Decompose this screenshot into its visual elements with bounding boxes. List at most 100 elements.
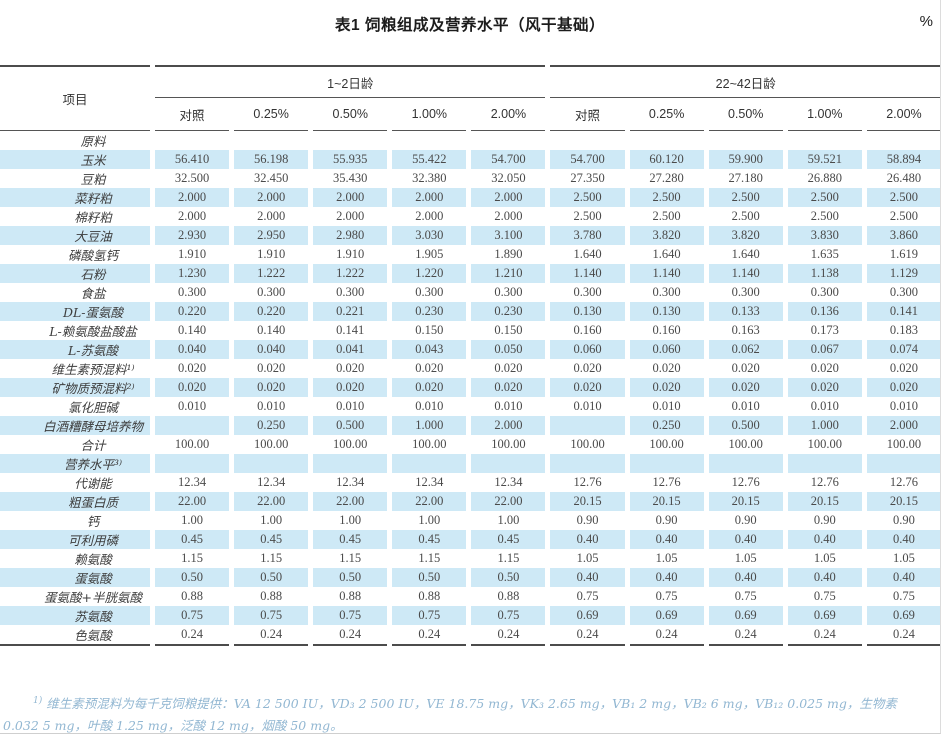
cell-value: 0.24 [392, 625, 467, 646]
page-title: 表1 饲粮组成及营养水平（风干基础） [335, 17, 605, 34]
cell-value: 0.24 [313, 625, 388, 646]
cell-value: 0.220 [234, 302, 309, 321]
column-header: 对照 [155, 98, 230, 131]
cell-value: 1.15 [497, 551, 520, 565]
cell-value: 59.900 [708, 150, 783, 169]
cell-value: 1.129 [866, 264, 940, 283]
cell-value [155, 416, 230, 435]
table-caption-bar: 表1 饲粮组成及营养水平（风干基础） % [0, 0, 940, 35]
cell-value: 56.410 [155, 150, 230, 169]
cell-value: 0.230 [392, 302, 467, 321]
cell-value: 2.000 [155, 188, 230, 207]
row-label: 棉籽粕 [74, 210, 112, 225]
cell-value: 12.76 [889, 475, 918, 489]
section-row: 营养水平³⁾ [0, 454, 940, 473]
cell-value: 0.50 [392, 568, 467, 587]
cell-value: 3.860 [866, 226, 940, 245]
cell-value: 3.830 [787, 226, 862, 245]
cell-value [709, 131, 783, 150]
cell-value: 1.910 [177, 247, 207, 261]
cell-value: 2.000 [336, 209, 365, 223]
cell-value [629, 454, 704, 473]
cell-value: 20.15 [550, 492, 625, 511]
cell-value: 0.010 [415, 399, 444, 413]
row-label: 白酒糟酵母培养物 [0, 416, 150, 435]
cell-value: 12.34 [415, 475, 444, 489]
cell-value: 0.020 [708, 378, 783, 397]
cell-value: 0.040 [155, 340, 230, 359]
cell-value: 1.140 [550, 264, 625, 283]
cell-value: 1.00 [497, 513, 520, 527]
cell-value [787, 454, 862, 473]
table-row: 代谢能 12.34 12.34 12.34 12.34 12.34 12.76 12.76 12… [0, 473, 940, 492]
cell-value: 100.00 [570, 437, 605, 451]
cell-value: 0.24 [234, 625, 309, 646]
row-label: 石粉 [0, 264, 150, 283]
cell-value: 0.24 [471, 625, 546, 646]
cell-value: 1.210 [471, 264, 546, 283]
cell-value: 0.060 [550, 340, 625, 359]
table-row: 豆粕 32.500 32.450 35.430 32.380 32.050 27.350 27… [0, 169, 940, 188]
cell-value: 0.020 [550, 378, 625, 397]
footnote-marker: 1) [33, 695, 43, 706]
cell-value [471, 131, 545, 150]
cell-value: 0.010 [731, 399, 760, 413]
cell-value: 0.300 [415, 285, 444, 299]
cell-value: 0.40 [550, 530, 625, 549]
cell-value: 0.300 [257, 285, 286, 299]
cell-value: 2.500 [629, 188, 704, 207]
cell-value: 2.500 [866, 188, 940, 207]
row-label: L-赖氨酸盐酸盐 [49, 324, 137, 339]
cell-value: 0.020 [257, 361, 286, 375]
cell-value [313, 454, 388, 473]
cell-value: 2.980 [313, 226, 388, 245]
cell-value: 0.90 [734, 513, 757, 527]
cell-value: 0.020 [234, 378, 309, 397]
cell-value: 32.450 [253, 171, 289, 185]
cell-value: 0.010 [810, 399, 839, 413]
cell-value: 20.15 [629, 492, 704, 511]
cell-value: 0.90 [576, 513, 599, 527]
row-label: 蛋氨酸+半胱氨酸 [44, 590, 142, 605]
cell-value: 1.640 [652, 247, 681, 261]
cell-value: 0.24 [155, 625, 230, 646]
cell-value: 0.010 [177, 399, 207, 413]
cell-value: 1.222 [313, 264, 388, 283]
cell-value [630, 131, 704, 150]
cell-value: 1.635 [810, 247, 839, 261]
cell-value [866, 454, 940, 473]
row-label: DL-蛋氨酸 [0, 302, 150, 321]
cell-value: 22.00 [392, 492, 467, 511]
row-label: 可利用磷 [0, 530, 150, 549]
table-row: DL-蛋氨酸 0.220 0.220 0.221 0.230 0.230 0.130 0.13… [0, 302, 940, 321]
table-row: 合计 100.00 100.00 100.00 100.00 100.00 100.00 10… [0, 435, 940, 454]
cell-value: 0.140 [177, 323, 207, 337]
row-label: 大豆油 [0, 226, 150, 245]
cell-value: 3.100 [471, 226, 546, 245]
footnotes: 1) 维生素预混料为每千克饲粮提供：VA 12 500 IU，VD₃ 2 500… [3, 693, 930, 733]
column-header: 0.25% [234, 98, 309, 131]
cell-value: 0.75 [892, 589, 915, 603]
cell-value: 2.000 [471, 416, 546, 435]
cell-value: 0.150 [415, 323, 444, 337]
cell-value: 1.619 [889, 247, 918, 261]
cell-value: 0.90 [813, 513, 836, 527]
cell-value: 2.500 [573, 209, 602, 223]
cell-value: 0.010 [889, 399, 918, 413]
cell-value: 1.15 [418, 551, 441, 565]
cell-value: 2.930 [155, 226, 230, 245]
cell-value: 0.020 [787, 378, 862, 397]
cell-value: 0.020 [336, 361, 365, 375]
cell-value: 0.020 [866, 378, 940, 397]
cell-value: 1.00 [181, 513, 203, 527]
cell-value: 0.75 [655, 589, 678, 603]
cell-value: 1.222 [234, 264, 309, 283]
cell-value: 22.00 [234, 492, 309, 511]
table-row: 蛋氨酸 0.50 0.50 0.50 0.50 0.50 0.40 0.40 0.40 0.40 0… [0, 568, 940, 587]
group-header-1-2-day: 1~2日龄 [155, 65, 546, 98]
unit-label: % [919, 13, 933, 30]
cell-value: 1.00 [260, 513, 283, 527]
table-row: 粗蛋白质 22.00 22.00 22.00 22.00 22.00 20.15 20.15 2… [0, 492, 940, 511]
cell-value: 1.05 [813, 551, 836, 565]
cell-value: 12.34 [257, 475, 286, 489]
